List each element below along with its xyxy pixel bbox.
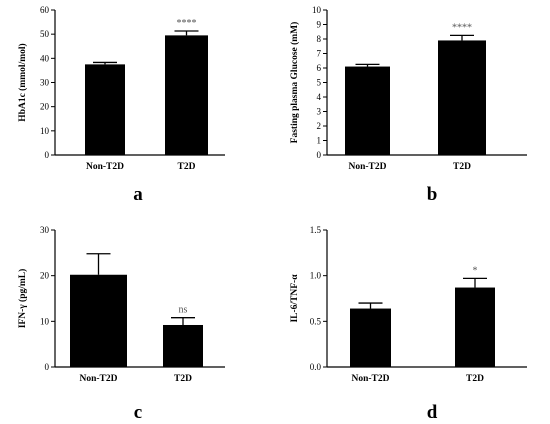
- bar-t2d: [165, 35, 208, 155]
- significance-label: ****: [452, 22, 472, 33]
- category-label: Non-T2D: [79, 374, 117, 384]
- bar-t2d: [455, 287, 495, 367]
- category-label: Non-T2D: [351, 374, 389, 384]
- y-axis-label: Fasting plasma Glucose (mM): [289, 22, 300, 144]
- chart-panel-d: 0.0 0.5 1.0 1.5 Non-T2D T2D * IL-6/TNF-α d: [290, 225, 527, 423]
- y-tick-label: 20: [40, 271, 50, 281]
- y-tick-label: 30: [40, 78, 50, 88]
- y-tick-label: 1: [317, 136, 322, 146]
- category-label: Non-T2D: [86, 162, 124, 172]
- y-tick-label: 9: [317, 20, 322, 30]
- y-tick-label: 5: [317, 78, 322, 88]
- category-label: T2D: [453, 162, 471, 172]
- y-tick-label: 0.5: [310, 316, 322, 326]
- y-tick-label: 0: [45, 150, 50, 160]
- panel-letter: d: [427, 402, 438, 423]
- chart-panel-a: 0 10 20 30 40 50 60 Non-T2D T2D **** HbA1c (mmol/m…: [17, 5, 225, 205]
- y-tick-label: 20: [40, 102, 50, 112]
- y-tick-label: 60: [40, 5, 50, 15]
- y-tick-label: 50: [40, 29, 50, 39]
- panel-letter: c: [134, 402, 142, 423]
- y-axis-label: IL-6/TNF-α: [290, 274, 300, 323]
- significance-label: ns: [179, 305, 188, 316]
- significance-label: ****: [177, 18, 197, 29]
- chart-panel-b: 0 1 2 3 4 5 6 7 8 9 10 Non-T2D T2D **** Fasting plasma…: [289, 5, 527, 205]
- y-tick-label: 4: [317, 92, 322, 102]
- bar-non-t2d: [85, 64, 125, 155]
- y-tick-label: 1.0: [310, 271, 322, 281]
- bar-non-t2d: [70, 274, 127, 367]
- significance-label: *: [473, 265, 478, 276]
- y-axis-label: HbA1c (mmol/mol): [17, 43, 28, 121]
- y-tick-label: 30: [40, 225, 50, 235]
- category-label: Non-T2D: [348, 162, 386, 172]
- y-tick-label: 0.0: [310, 362, 322, 372]
- category-label: T2D: [466, 374, 484, 384]
- category-label: T2D: [178, 162, 196, 172]
- panel-letter: b: [427, 184, 438, 205]
- bar-non-t2d: [345, 66, 390, 155]
- y-tick-label: 6: [317, 63, 322, 73]
- y-tick-label: 10: [40, 126, 50, 136]
- bar-non-t2d: [350, 308, 391, 367]
- y-tick-label: 0: [317, 150, 322, 160]
- y-tick-label: 7: [317, 49, 322, 59]
- y-tick-label: 3: [317, 107, 322, 117]
- panel-letter: a: [133, 184, 143, 205]
- y-tick-label: 0: [45, 362, 50, 372]
- y-tick-label: 2: [317, 121, 322, 131]
- chart-panel-c: 0 10 20 30 Non-T2D T2D ns IFN-γ (pg/mL) c: [17, 225, 225, 423]
- y-axis-label: IFN-γ (pg/mL): [17, 269, 28, 329]
- y-tick-label: 10: [312, 5, 322, 15]
- bar-t2d: [163, 324, 203, 367]
- category-label: T2D: [174, 374, 192, 384]
- y-tick-label: 1.5: [310, 225, 322, 235]
- bar-t2d: [438, 40, 486, 156]
- y-tick-label: 8: [317, 34, 322, 44]
- y-tick-label: 40: [40, 53, 50, 63]
- y-tick-label: 10: [40, 316, 50, 326]
